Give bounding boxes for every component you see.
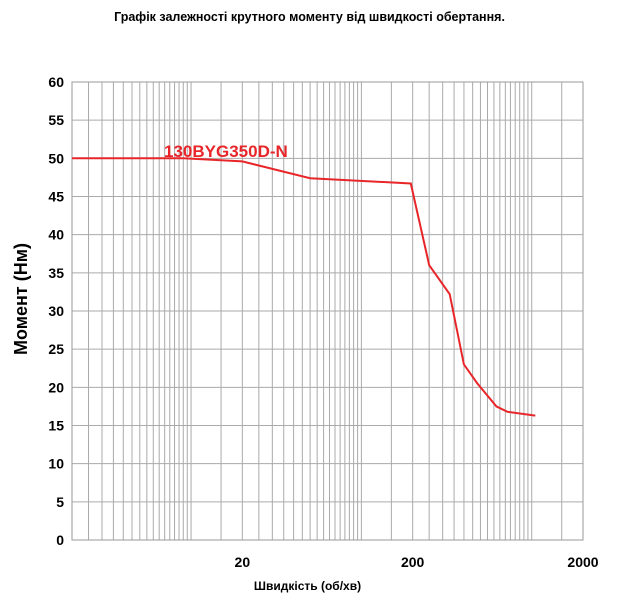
x-tick-labels: 20 200 2000 <box>235 554 599 570</box>
y-tick-label: 20 <box>48 379 64 395</box>
y-tick-label: 50 <box>48 150 64 166</box>
y-tick-label: 60 <box>48 74 64 90</box>
y-tick-label: 40 <box>48 227 64 243</box>
horizontal-gridlines <box>72 81 583 541</box>
y-axis-label: Момент (Нм) <box>11 243 31 355</box>
y-tick-label: 35 <box>48 265 64 281</box>
plot-frame <box>71 81 584 541</box>
x-tick-label: 2000 <box>567 554 598 570</box>
x-tick-label: 200 <box>401 554 425 570</box>
series-line-130byg350d-n <box>72 157 536 417</box>
y-tick-labels: 0 5 10 15 20 25 30 35 40 45 50 55 60 <box>48 74 64 548</box>
y-tick-label: 15 <box>48 418 64 434</box>
x-tick-label: 20 <box>235 554 251 570</box>
series-label: 130BYG350D-N <box>164 142 288 161</box>
y-tick-label: 30 <box>48 303 64 319</box>
y-tick-label: 0 <box>56 532 64 548</box>
y-tick-label: 55 <box>48 112 64 128</box>
y-tick-label: 45 <box>48 189 64 205</box>
y-tick-label: 5 <box>56 494 64 510</box>
chart-title: Графік залежності крутного моменту від ш… <box>114 10 505 24</box>
x-axis-label: Швидкість (об/хв) <box>254 579 361 593</box>
y-tick-label: 25 <box>48 341 64 357</box>
y-tick-label: 10 <box>48 456 64 472</box>
